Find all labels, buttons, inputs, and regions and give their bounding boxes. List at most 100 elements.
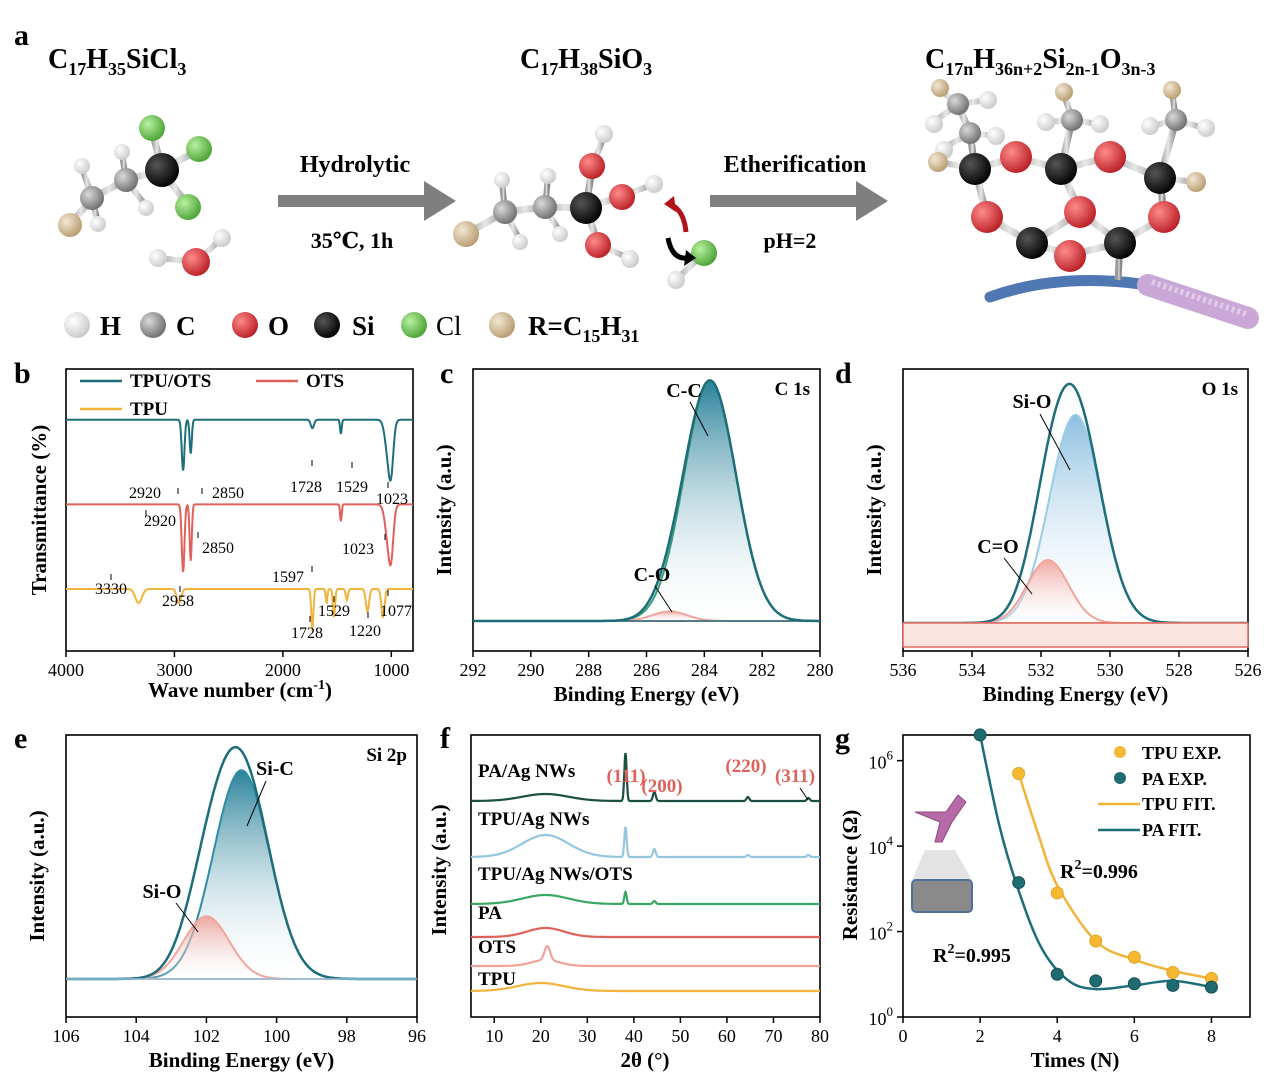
xrd-series [471,926,820,939]
arrow2-top-label: Etherification [724,152,867,178]
y-tick-label: 102 [869,919,894,944]
plot-frame [65,368,414,652]
peak-label-line [1039,413,1071,471]
series-label: OTS [478,937,516,958]
y-axis-label: Resistance (Ω) [838,810,862,941]
peak-annotation: 1529 [336,479,368,496]
x-tick-label: 0 [899,1026,908,1046]
plot-frame [902,368,1249,652]
x-tick-label: 6 [1130,1026,1139,1046]
pa-data-point [1012,876,1026,890]
x-tick-label: 534 [959,660,986,680]
legend-si-ball [314,312,340,338]
x-tick-label: 3000 [156,660,192,680]
x-tick-label: 40 [625,1026,643,1046]
xrd-series [471,752,820,803]
panel-tag: g [835,722,850,755]
baseline-band [902,622,1249,648]
x-tick-label: 80 [811,1026,829,1046]
panel-a: a C17H35SiCl3 C17H38SiO3 C17nH36n+2Si2n-… [14,19,1259,346]
y-axis-label: Intensity (a.u.) [432,444,456,575]
xrd-lines [471,752,820,993]
x-tick-label: 530 [1097,660,1124,680]
peak-annotation: 1023 [342,541,374,558]
formula-polysiloxane: C17nH36n+2Si2n-1O3n-3 [925,44,1155,79]
legend-c-ball [140,312,166,338]
peak-label-line [654,585,673,613]
legend-label: OTS [306,371,344,392]
panel-g: g 0 2 4 6 8 100 102 104 106 Times (N) Resistance (Ω… [835,722,1251,1072]
peak-label-sio: Si-O [1013,391,1052,413]
molecule-polysiloxane-network [925,79,1259,329]
legend-r-ball [489,312,515,338]
panel-tag: b [14,357,31,390]
ftir-lines [66,418,413,632]
peak-annotation: 1077 [380,603,412,620]
legend-h-ball [64,312,90,338]
peak-label-co: C-O [634,564,671,586]
peak-annotation: 2958 [162,593,194,610]
x-axis-label: Binding Energy (eV) [983,682,1169,706]
x-tick-label: 526 [1235,660,1262,680]
x-tick-label: 106 [53,1026,80,1046]
peak-annotation: 1220 [349,623,381,640]
coated-fabric [911,879,973,913]
y-tick-label: 104 [869,833,894,858]
xps-curves [66,745,417,981]
x-tick-label: 30 [578,1026,596,1046]
core-level-label: O 1s [1202,379,1238,400]
ftir-series-tpu [66,588,413,632]
x-tick-label: 20 [532,1026,550,1046]
peak-label-co: C=O [977,536,1018,558]
x-axis-label: 2θ (°) [620,1048,669,1072]
series-label: TPU [478,969,516,990]
formula-octadecyltrichlorosilane: C17H35SiCl3 [48,44,186,79]
molecule-ots [58,115,231,276]
x-tick-label: 292 [460,660,487,680]
x-axis-label: Binding Energy (eV) [554,682,740,706]
series-label: PA [478,903,502,924]
x-tick-label: 1000 [373,660,409,680]
x-tick-label: 282 [749,660,776,680]
legend-cl-ball [401,312,427,338]
series-label: PA/Ag NWs [478,761,575,782]
xrd-series [471,981,820,993]
pa-data-point [1050,967,1064,981]
x-tick-label: 528 [1166,660,1193,680]
x-tick-label: 290 [517,660,544,680]
tpu-data-point [1089,934,1103,948]
peak-label-line [246,780,267,827]
x-tick-label: 4 [1053,1026,1062,1046]
xrd-series [471,944,820,968]
x-tick-label: 284 [691,660,718,680]
peak-label-311: (311) [775,766,815,787]
peak-label-200: (200) [641,776,682,797]
x-tick-label: 10 [485,1026,503,1046]
panel-tag: d [835,357,852,390]
legend-label: TPU FIT. [1142,794,1216,814]
x-tick-label: 104 [123,1026,150,1046]
fit-peak-si-o [903,413,1248,624]
tpu-data-point [1050,886,1064,900]
x-tick-label: 288 [575,660,602,680]
peak-annotation: 1529 [318,603,350,620]
hydrolysis-arrow [278,181,456,221]
etherification-arrow [710,181,888,221]
xps-curves [903,382,1248,625]
pa-data-point [1089,974,1103,988]
spray-mist [912,850,972,880]
y-tick-label: 106 [869,748,894,773]
panel-tag: c [440,357,453,390]
panel-tag: f [440,722,451,755]
xrd-series [471,889,820,906]
plot-frame [470,734,821,1018]
x-tick-label: 286 [633,660,660,680]
legend-o: O [268,311,289,341]
peak-label-cc: C-C [666,380,702,402]
panel-a-tag: a [14,19,29,52]
legend-si: Si [352,311,375,341]
x-tick-label: 532 [1028,660,1055,680]
spray-inset-illustration [911,794,973,913]
x-tick-label: 60 [718,1026,736,1046]
